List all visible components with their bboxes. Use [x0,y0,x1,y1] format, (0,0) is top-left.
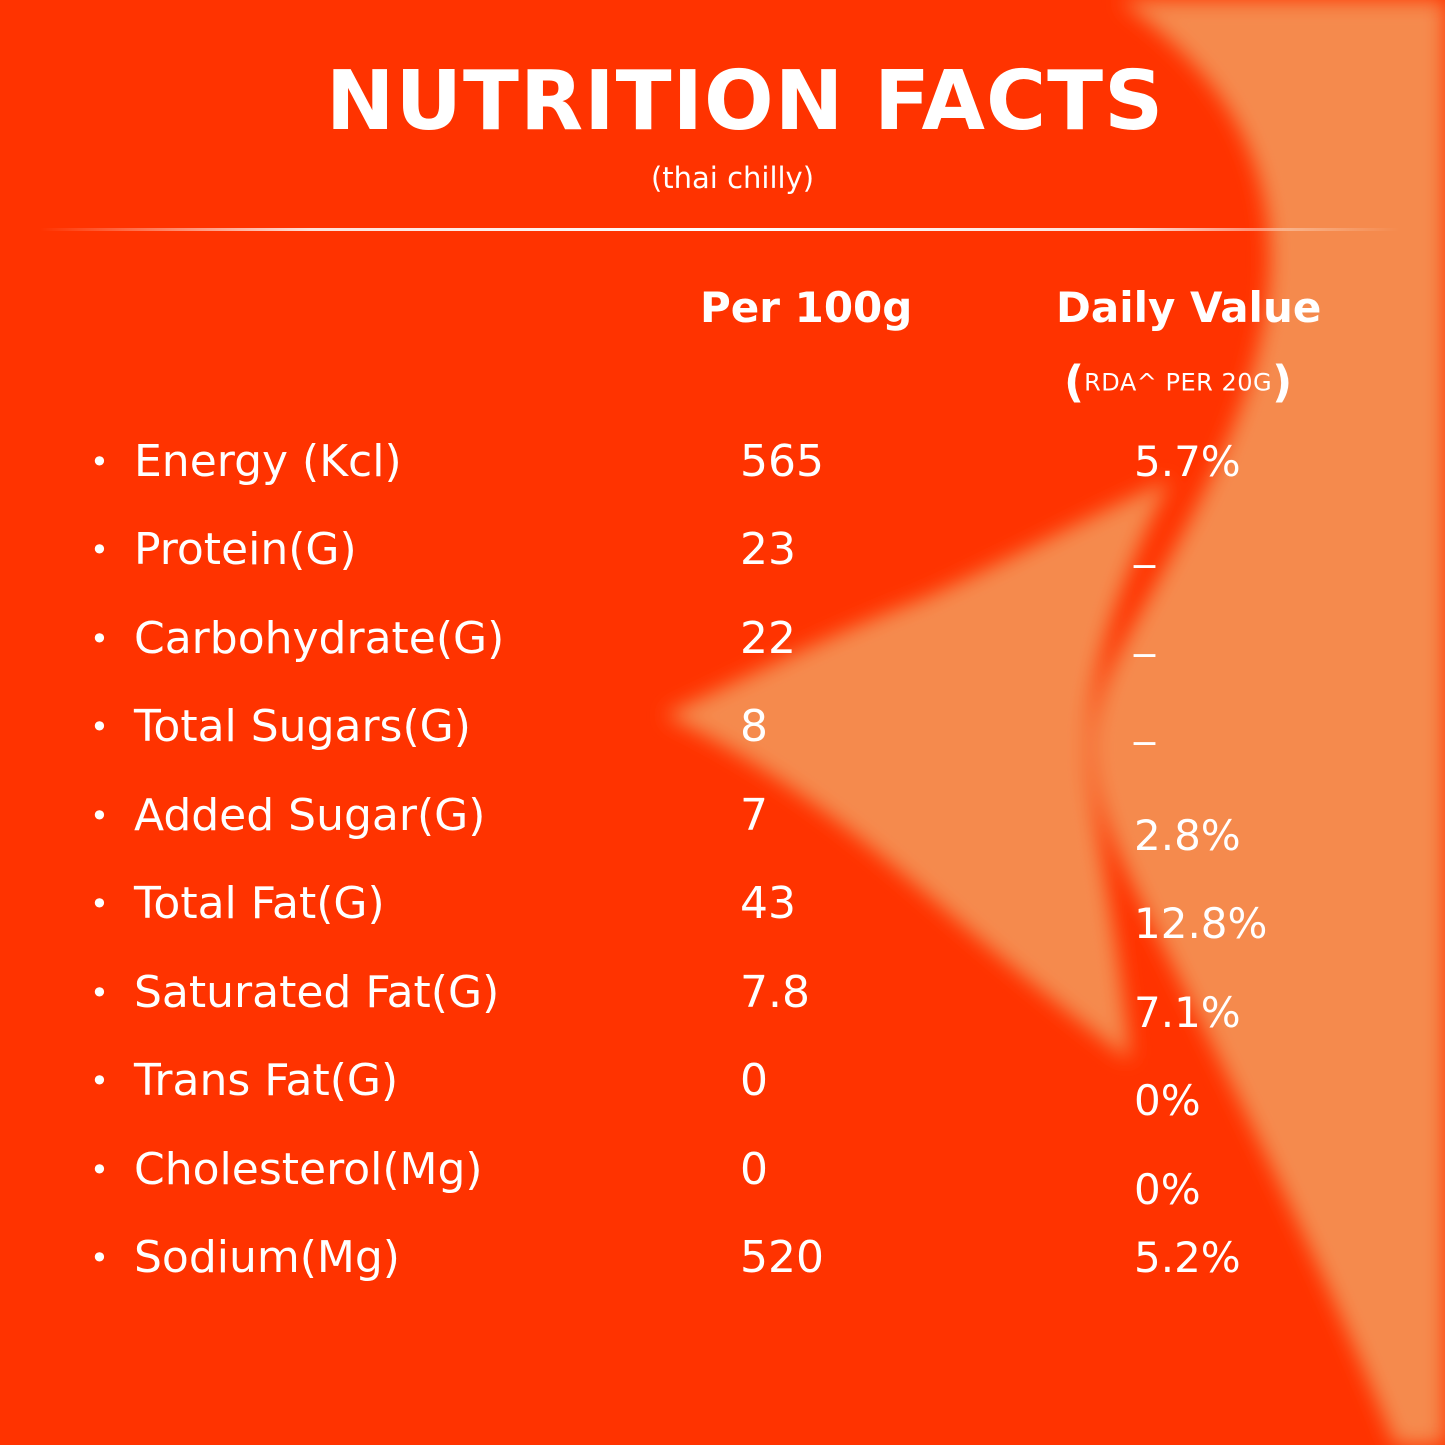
nutrient-row-cholesterol: • Cholesterol(Mg) 0 0% [0,1126,1445,1214]
daily-value: 7.1% [1134,988,1241,1037]
daily-value: 5.2% [1134,1233,1241,1282]
per-100g-value: 23 [740,524,796,575]
daily-value: 5.7% [1134,437,1241,486]
nutrient-row-energy: • Energy (Kcl) 565 5.7% [0,418,1445,506]
nutrient-name: Cholesterol(Mg) [134,1144,483,1195]
per-100g-value: 7 [740,790,768,841]
bullet: • [90,620,109,658]
nutrient-row-saturated-fat: • Saturated Fat(G) 7.8 7.1% [0,949,1445,1037]
column-header-rda-note: (RDA^ PER 20G) [1064,352,1324,413]
per-100g-value: 0 [740,1144,768,1195]
per-100g-value: 0 [740,1055,768,1106]
nutrient-name: Trans Fat(G) [134,1055,399,1106]
bullet: • [90,974,109,1012]
nutrient-name: Total Sugars(G) [134,701,471,752]
daily-value: _ [1134,608,1155,657]
daily-value: 0% [1134,1165,1201,1214]
bullet: • [90,797,109,835]
nutrient-name: Protein(G) [134,524,357,575]
nutrient-row-carbohydrate: • Carbohydrate(G) 22 _ [0,595,1445,683]
daily-value: _ [1134,519,1155,568]
nutrient-row-added-sugar: • Added Sugar(G) 7 2.8% [0,772,1445,860]
per-100g-value: 7.8 [740,967,810,1018]
bullet: • [90,885,109,923]
column-header-per-100g: Per 100g [700,283,913,332]
daily-value: 2.8% [1134,811,1241,860]
column-header-daily-value: Daily Value [1056,283,1322,332]
swoosh-shape [665,0,1445,1445]
product-variant: (thai chilly) [650,161,815,195]
rda-open-paren: ( [1064,356,1085,408]
bullet: • [90,1062,109,1100]
bullet: • [90,443,109,481]
per-100g-value: 520 [740,1232,824,1283]
per-100g-value: 43 [740,878,796,929]
per-100g-value: 8 [740,701,768,752]
daily-value: 0% [1134,1076,1201,1125]
bullet: • [90,1239,109,1277]
bullet: • [90,1151,109,1189]
page-title: NUTRITION FACTS [325,54,1165,149]
header-divider [40,228,1400,231]
nutrient-row-total-fat: • Total Fat(G) 43 12.8% [0,860,1445,948]
nutrient-name: Energy (Kcl) [134,436,402,487]
bullet: • [90,531,109,569]
rda-note-text: RDA^ PER 20G [1084,368,1273,397]
nutrient-row-trans-fat: • Trans Fat(G) 0 0% [0,1037,1445,1125]
daily-value: _ [1134,696,1155,745]
nutrient-row-protein: • Protein(G) 23 _ [0,506,1445,594]
bullet: • [90,708,109,746]
rda-close-paren: ) [1272,356,1293,408]
nutrient-name: Carbohydrate(G) [134,613,505,664]
per-100g-value: 22 [740,613,796,664]
nutrient-row-total-sugars: • Total Sugars(G) 8 _ [0,683,1445,771]
nutrient-name: Saturated Fat(G) [134,967,500,1018]
per-100g-value: 565 [740,436,824,487]
nutrient-name: Added Sugar(G) [134,790,486,841]
nutrient-row-sodium: • Sodium(Mg) 520 5.2% [0,1214,1445,1302]
daily-value: 12.8% [1134,899,1268,948]
nutrient-name: Sodium(Mg) [134,1232,400,1283]
nutrient-name: Total Fat(G) [134,878,385,929]
